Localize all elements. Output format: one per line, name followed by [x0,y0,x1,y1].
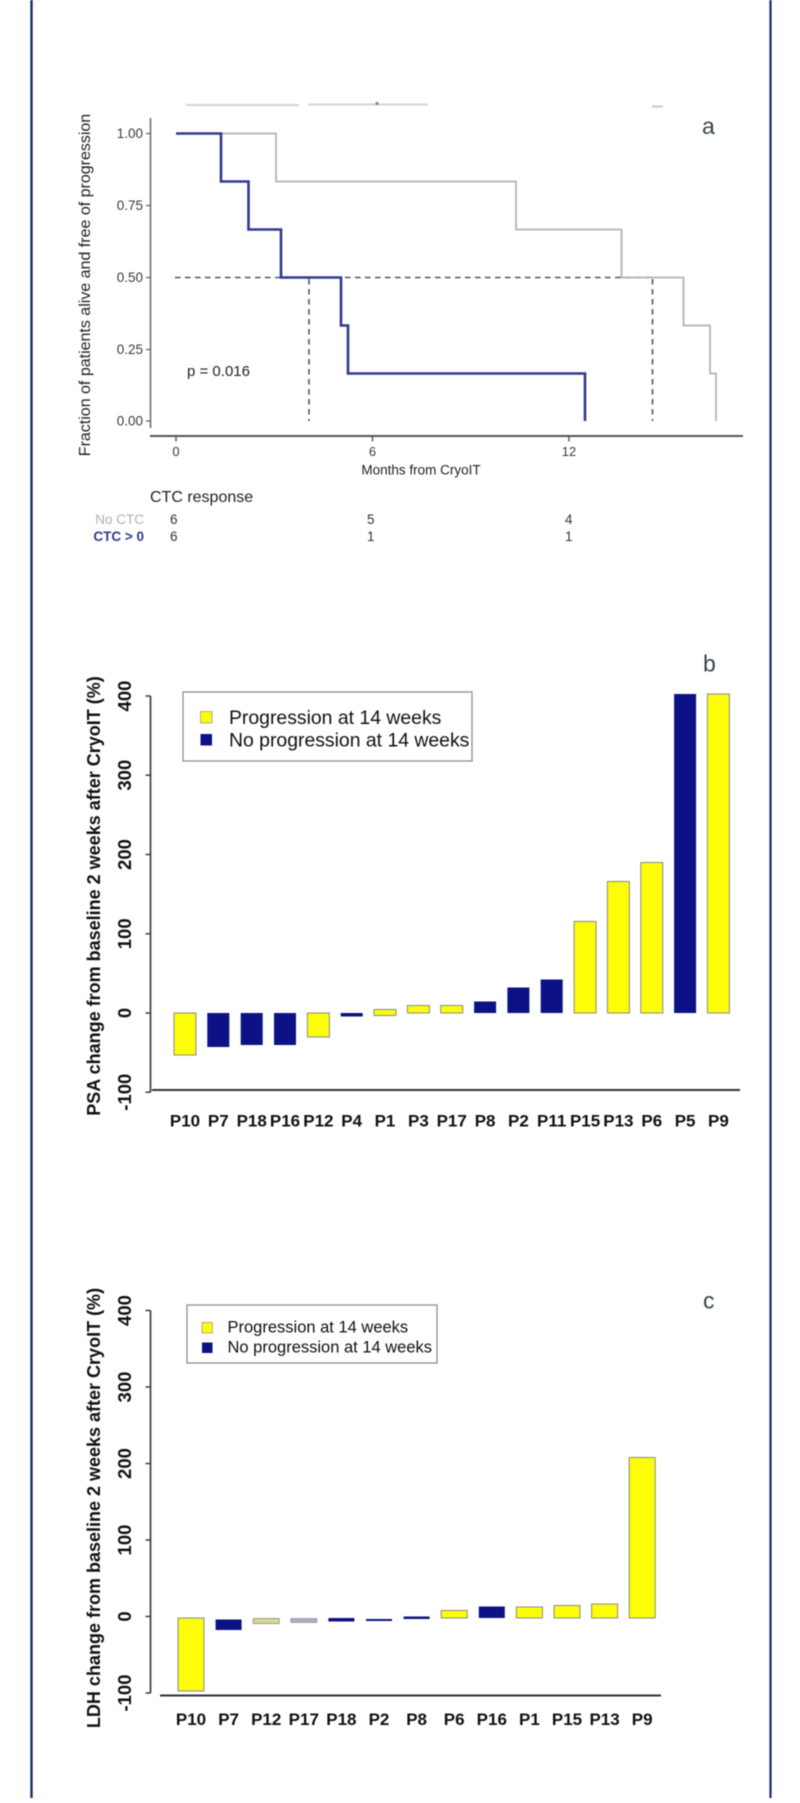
svg-text:No CTC: No CTC [95,512,144,527]
svg-text:P9: P9 [708,1112,729,1131]
svg-text:1: 1 [565,529,573,544]
svg-text:0.75: 0.75 [117,198,143,213]
svg-text:Months from CryoIT: Months from CryoIT [361,463,480,478]
svg-text:400: 400 [114,1295,135,1326]
svg-text:0.25: 0.25 [117,342,143,357]
svg-text:P9: P9 [632,1710,653,1729]
svg-text:P18: P18 [326,1710,356,1729]
svg-text:300: 300 [114,760,135,791]
svg-text:0.00: 0.00 [117,414,143,429]
svg-text:4: 4 [565,512,573,527]
svg-text:CTC > 0: CTC > 0 [93,529,144,544]
svg-text:300: 300 [114,1372,135,1403]
svg-text:6: 6 [170,512,178,527]
svg-text:a: a [702,113,715,139]
svg-text:P16: P16 [270,1112,300,1131]
svg-text:6: 6 [369,444,376,459]
svg-text:0.50: 0.50 [117,270,143,285]
svg-text:P13: P13 [589,1710,619,1729]
svg-text:12: 12 [562,444,576,459]
svg-text:P16: P16 [477,1710,507,1729]
svg-text:P15: P15 [552,1710,582,1729]
svg-text:No progression at 14 weeks: No progression at 14 weeks [228,1339,433,1357]
svg-text:200: 200 [114,1448,135,1479]
svg-text:P6: P6 [641,1112,662,1131]
svg-text:6: 6 [170,529,178,544]
svg-text:P7: P7 [218,1710,239,1729]
svg-text:P11: P11 [537,1112,566,1131]
svg-text:100: 100 [114,918,135,949]
svg-text:P15: P15 [570,1112,600,1131]
svg-text:P3: P3 [408,1112,429,1131]
svg-text:Progression at 14 weeks: Progression at 14 weeks [229,707,441,729]
svg-text:P4: P4 [341,1112,362,1131]
svg-text:PSA change from baseline 2 wee: PSA change from baseline 2 weeks after C… [84,676,104,1115]
svg-text:P8: P8 [406,1710,427,1729]
svg-text:100: 100 [114,1525,135,1556]
svg-text:P12: P12 [303,1112,333,1131]
svg-text:200: 200 [114,839,135,870]
svg-text:No progression at 14 weeks: No progression at 14 weeks [229,730,469,752]
svg-text:P12: P12 [251,1710,281,1729]
svg-text:P2: P2 [369,1710,390,1729]
svg-text:P13: P13 [603,1112,633,1131]
svg-text:P17: P17 [289,1710,319,1729]
svg-text:-100: -100 [114,1674,135,1711]
svg-text:P5: P5 [675,1112,696,1131]
svg-text:Progression at 14 weeks: Progression at 14 weeks [228,1319,409,1337]
svg-text:P1: P1 [519,1710,540,1729]
svg-text:P17: P17 [437,1112,467,1131]
svg-text:400: 400 [114,681,135,712]
svg-text:0: 0 [114,1008,135,1018]
svg-text:p = 0.016: p = 0.016 [187,363,250,380]
svg-text:P10: P10 [176,1710,206,1729]
svg-text:LDH change from baseline 2 wee: LDH change from baseline 2 weeks after C… [84,1288,104,1728]
svg-text:0: 0 [172,444,179,459]
svg-text:c: c [703,1288,715,1314]
svg-text:1: 1 [367,529,375,544]
svg-text:P8: P8 [475,1112,496,1131]
svg-text:CTC response: CTC response [150,489,253,506]
svg-text:-100: -100 [114,1074,135,1111]
svg-text:P7: P7 [208,1112,229,1131]
svg-text:P18: P18 [237,1112,267,1131]
svg-text:b: b [703,651,716,677]
svg-text:P10: P10 [170,1112,200,1131]
svg-text:P1: P1 [375,1112,396,1131]
svg-text:P6: P6 [444,1710,465,1729]
svg-text:P2: P2 [508,1112,529,1131]
svg-text:0: 0 [114,1611,135,1621]
svg-text:1.00: 1.00 [117,126,143,141]
svg-text:5: 5 [367,512,375,527]
svg-text:Fraction of patients alive and: Fraction of patients alive and free of p… [77,114,94,456]
